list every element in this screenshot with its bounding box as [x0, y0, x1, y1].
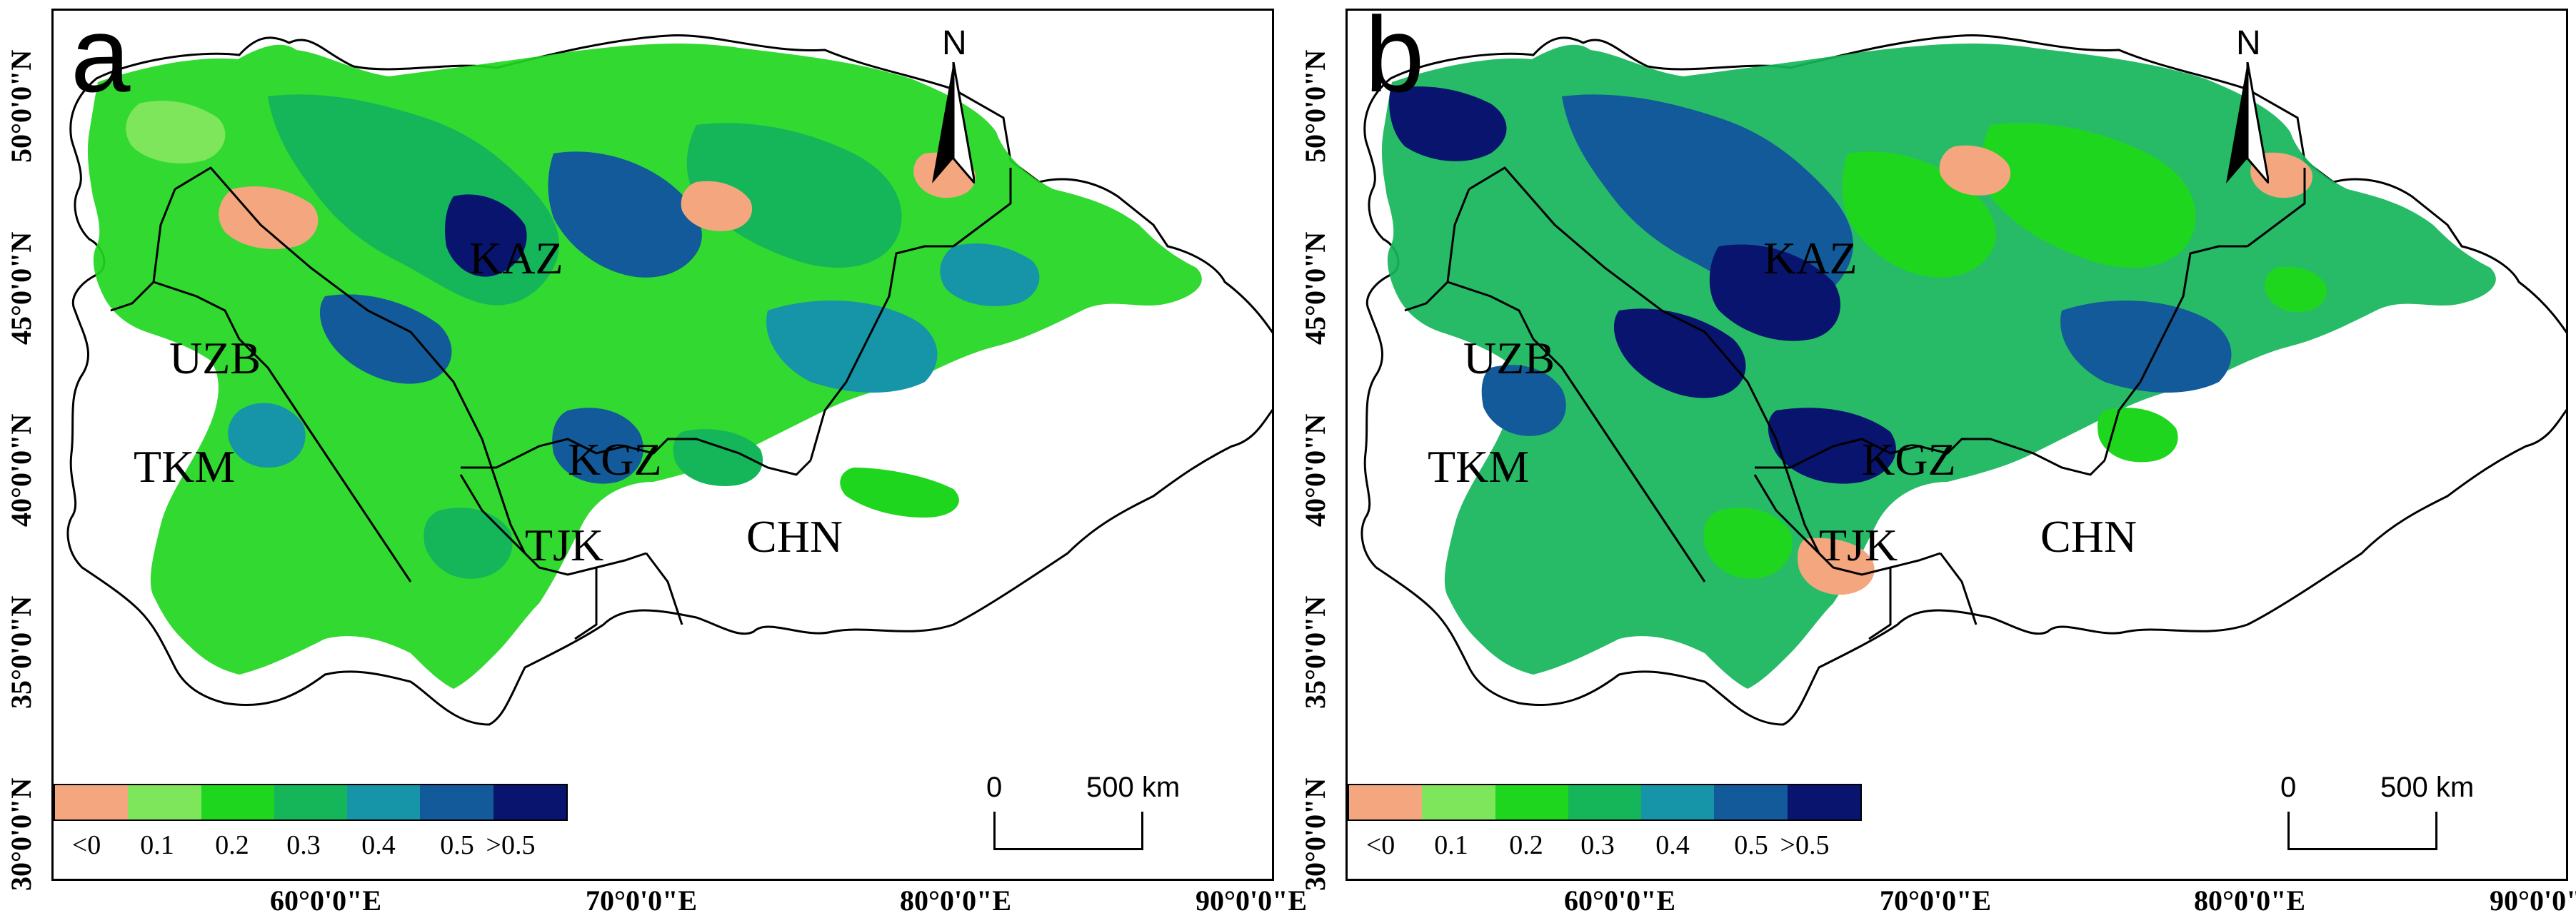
legend-swatch [493, 785, 566, 819]
legend-swatch [128, 785, 201, 819]
map-canvas [1360, 34, 2566, 726]
legend-swatch [1641, 785, 1715, 819]
panel-label: a [71, 9, 131, 114]
map-frame: a KAZ UZB TKM KGZ TJK CHN N <0 0.1 [51, 9, 1274, 881]
lat-label: 45°0'0"N [5, 231, 37, 345]
legend-label: 0.1 [140, 830, 174, 860]
lat-label: 50°0'0"N [1299, 49, 1331, 163]
lat-label: 35°0'0"N [1299, 595, 1331, 709]
country-label-kaz: KAZ [469, 233, 563, 283]
country-borders [110, 166, 1012, 640]
legend-swatch [1787, 785, 1860, 819]
legend-label: 0.1 [1434, 830, 1468, 860]
legend-label: 0.3 [1580, 830, 1615, 860]
map-panel-b: b KAZ UZB TKM KGZ TJK CHN N <0 0.1 [1294, 0, 2576, 918]
country-label-kgz: KGZ [1862, 434, 1956, 485]
legend-label: <0 [1365, 830, 1395, 860]
lon-label: 60°0'0"E [1564, 884, 1675, 917]
legend-swatch [1495, 785, 1568, 819]
legend-swatch [347, 785, 421, 819]
lon-label: 70°0'0"E [1880, 884, 1991, 917]
lat-label: 40°0'0"N [1299, 413, 1331, 527]
scale-start-label: 0 [2280, 772, 2297, 803]
legend: <0 0.1 0.2 0.3 0.4 0.5 >0.5 [1348, 784, 1890, 864]
legend-swatch [201, 785, 274, 819]
lon-label: 80°0'0"E [900, 884, 1011, 917]
scale-line [993, 812, 1143, 850]
country-label-tkm: TKM [134, 441, 236, 492]
legend-color-bar [54, 784, 568, 821]
country-label-tjk: TJK [1819, 520, 1898, 570]
legend-swatch [274, 785, 348, 819]
country-label-kaz: KAZ [1763, 233, 1858, 283]
lon-label: 90°0'0"E [2490, 884, 2576, 917]
lat-label: 35°0'0"N [5, 595, 37, 709]
vegetation-fill [87, 43, 1202, 689]
lon-label: 80°0'0"E [2194, 884, 2305, 917]
country-label-tkm: TKM [1428, 441, 1530, 492]
map-panel-a: a KAZ UZB TKM KGZ TJK CHN N <0 0.1 [0, 0, 1307, 918]
legend-label: >0.5 [486, 830, 536, 860]
country-label-uzb: UZB [1463, 333, 1555, 383]
scale-start-label: 0 [986, 772, 1003, 803]
north-label: N [2236, 24, 2261, 62]
legend-swatch [1714, 785, 1788, 819]
legend-label: 0.4 [1655, 830, 1690, 860]
legend-label: 0.4 [361, 830, 396, 860]
lat-label: 40°0'0"N [5, 413, 37, 527]
legend-swatch [1422, 785, 1495, 819]
map-canvas [66, 34, 1272, 726]
legend-label: >0.5 [1780, 830, 1830, 860]
country-label-chn: CHN [2040, 511, 2138, 562]
lon-label: 60°0'0"E [270, 884, 381, 917]
lat-label: 30°0'0"N [5, 777, 37, 891]
north-label: N [942, 24, 967, 62]
legend-label: 0.5 [1734, 830, 1768, 860]
country-label-tjk: TJK [525, 520, 604, 570]
country-borders [1404, 166, 2306, 640]
legend-swatch [420, 785, 493, 819]
legend-swatch [1349, 785, 1423, 819]
scale-end-label: 500 km [2380, 772, 2475, 803]
map-frame: b KAZ UZB TKM KGZ TJK CHN N <0 0.1 [1345, 9, 2568, 881]
lat-label: 30°0'0"N [1299, 777, 1331, 891]
scale-line [2287, 812, 2437, 850]
lat-label: 50°0'0"N [5, 49, 37, 163]
legend-labels: <0 0.1 0.2 0.3 0.4 0.5 >0.5 [1348, 821, 1890, 864]
legend-swatch [1568, 785, 1642, 819]
legend: <0 0.1 0.2 0.3 0.4 0.5 >0.5 [54, 784, 596, 864]
legend-swatch [55, 785, 129, 819]
legend-label: 0.5 [440, 830, 474, 860]
legend-label: <0 [71, 830, 101, 860]
north-arrow-icon [932, 62, 975, 183]
country-label-chn: CHN [746, 511, 843, 562]
scale-end-label: 500 km [1086, 772, 1181, 803]
lon-label: 90°0'0"E [1196, 884, 1307, 917]
country-label-uzb: UZB [169, 333, 261, 383]
legend-color-bar [1348, 784, 1862, 821]
legend-label: 0.3 [286, 830, 321, 860]
legend-label: 0.2 [1509, 830, 1543, 860]
north-arrow-icon [2226, 62, 2269, 183]
panel-label: b [1365, 9, 1425, 114]
country-label-kgz: KGZ [568, 434, 662, 485]
lat-label: 45°0'0"N [1299, 231, 1331, 345]
lon-label: 70°0'0"E [586, 884, 697, 917]
legend-label: 0.2 [215, 830, 249, 860]
legend-labels: <0 0.1 0.2 0.3 0.4 0.5 >0.5 [54, 821, 596, 864]
